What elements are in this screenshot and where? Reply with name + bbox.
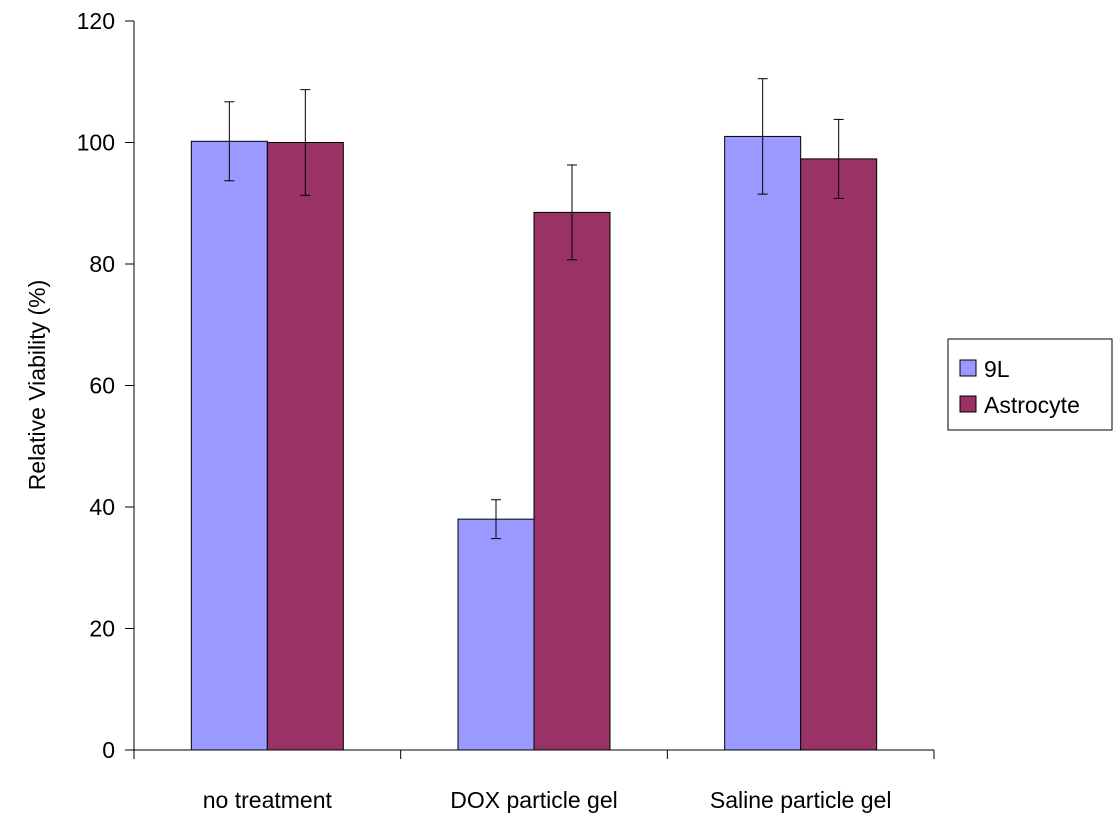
bar bbox=[457, 518, 535, 751]
legend-label: 9L bbox=[984, 356, 1010, 382]
legend: 9L Astrocyte bbox=[947, 338, 1113, 431]
y-tick-label: 40 bbox=[89, 494, 115, 520]
error-bar bbox=[491, 499, 501, 540]
y-tick-label: 100 bbox=[77, 130, 115, 156]
error-bar bbox=[224, 101, 235, 182]
bar bbox=[800, 158, 878, 751]
error-bar bbox=[833, 118, 844, 199]
legend-box bbox=[947, 338, 1113, 431]
x-axis: no treatment DOX particle gel Saline parti… bbox=[133, 749, 935, 813]
bar bbox=[266, 142, 344, 751]
y-tick-label: 0 bbox=[102, 737, 115, 763]
error-bar bbox=[300, 89, 311, 196]
legend-item: Astrocyte bbox=[959, 392, 1080, 418]
legend-swatch bbox=[959, 395, 977, 413]
legend-label: Astrocyte bbox=[984, 392, 1080, 418]
y-tick-label: 80 bbox=[89, 251, 115, 277]
y-tick-label: 20 bbox=[89, 616, 115, 642]
x-tick-label: Saline particle gel bbox=[710, 787, 892, 813]
y-axis-title: Relative Viability (%) bbox=[24, 280, 50, 490]
legend-swatch bbox=[959, 359, 977, 377]
y-axis: 0 20 40 60 80 100 120 bbox=[77, 8, 135, 763]
y-tick-label: 60 bbox=[89, 373, 115, 399]
error-bar bbox=[757, 78, 768, 195]
bar bbox=[724, 135, 802, 751]
bar bbox=[190, 140, 268, 751]
y-tick-label: 120 bbox=[77, 8, 115, 34]
error-bars bbox=[224, 78, 844, 540]
x-tick-label: DOX particle gel bbox=[450, 787, 617, 813]
legend-item: 9L bbox=[959, 356, 1010, 382]
bar bbox=[533, 211, 611, 751]
x-tick-label: no treatment bbox=[203, 787, 333, 813]
bars bbox=[190, 135, 878, 751]
error-bar bbox=[567, 164, 577, 261]
